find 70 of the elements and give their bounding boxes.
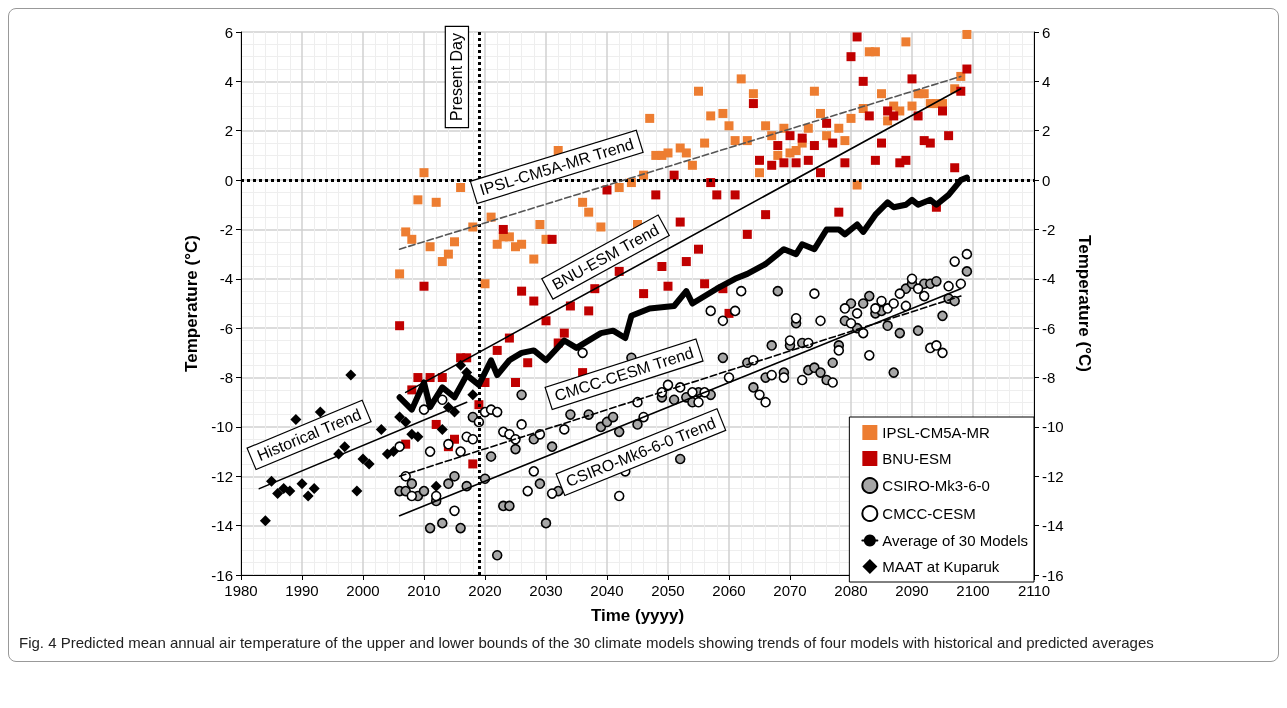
y2-tick-label: -12 — [1042, 467, 1064, 485]
ref-line-label: Present Day — [448, 32, 466, 122]
point — [272, 488, 284, 500]
x-tick-label: 2070 — [773, 582, 807, 599]
y2-axis-title: Temperature (°C) — [1075, 235, 1094, 372]
x-tick-label: 2090 — [895, 582, 929, 599]
point — [284, 485, 296, 497]
point — [375, 423, 387, 435]
point — [388, 446, 399, 458]
y2-tick-label: 4 — [1042, 72, 1051, 90]
x-tick-label: 1980 — [224, 582, 258, 599]
point — [400, 416, 412, 428]
point — [339, 441, 351, 453]
legend-label: MAAT at Kuparuk — [882, 558, 1000, 575]
y2-tick-label: -10 — [1042, 418, 1064, 436]
point — [296, 478, 308, 490]
y2-tick-label: 2 — [1042, 122, 1051, 140]
point — [351, 485, 363, 497]
y-tick-label: 6 — [224, 23, 233, 41]
y-tick-label: -12 — [211, 467, 233, 485]
x-tick-label: 2000 — [346, 582, 380, 599]
y2-tick-label: -16 — [1042, 566, 1064, 584]
y2-tick-label: 6 — [1042, 23, 1051, 41]
y-tick-label: 2 — [224, 122, 233, 140]
x-tick-label: 2110 — [1017, 582, 1051, 599]
y-tick-label: -16 — [211, 566, 233, 584]
point — [412, 431, 424, 443]
point — [302, 490, 314, 502]
point — [430, 480, 442, 492]
point — [467, 389, 479, 401]
y2-tick-label: 0 — [1042, 171, 1051, 189]
legend-label: CMCC-CESM — [882, 505, 976, 522]
legend-label: IPSL-CM5A-MR — [882, 424, 991, 441]
point — [436, 423, 448, 435]
y2-tick-label: -4 — [1042, 270, 1056, 288]
y-tick-label: 0 — [224, 171, 233, 189]
x-tick-label: 2020 — [468, 582, 502, 599]
y-tick-label: -8 — [219, 369, 233, 387]
y-tick-label: -2 — [219, 220, 233, 238]
x-tick-label: 2010 — [407, 582, 441, 599]
y-tick-label: -6 — [219, 319, 233, 337]
y2-tick-label: -8 — [1042, 369, 1056, 387]
x-axis-title: Time (yyyy) — [590, 606, 685, 625]
y-tick-label: -10 — [211, 418, 233, 436]
x-tick-label: 2050 — [651, 582, 685, 599]
y-axis-title: Temperature (°C) — [182, 235, 202, 372]
legend-label: Average of 30 Models — [882, 532, 1029, 549]
x-tick-label: 2100 — [956, 582, 990, 599]
y-tick-label: 4 — [224, 72, 233, 90]
y2-tick-label: -14 — [1042, 517, 1064, 535]
y2-tick-label: -2 — [1042, 220, 1056, 238]
point — [290, 414, 302, 425]
x-tick-label: 2030 — [529, 582, 563, 599]
point — [308, 483, 320, 495]
point — [345, 369, 357, 381]
x-tick-label: 2080 — [834, 582, 868, 599]
x-tick-label: 2060 — [712, 582, 746, 599]
y-tick-label: -4 — [219, 270, 233, 288]
x-tick-label: 1990 — [285, 582, 319, 599]
point — [449, 406, 460, 418]
x-tick-label: 2040 — [590, 582, 624, 599]
legend-label: BNU-ESM — [882, 450, 952, 467]
point — [259, 515, 271, 527]
point — [394, 411, 406, 423]
point — [363, 458, 375, 470]
point — [357, 453, 369, 465]
caption: Fig. 4 Predicted mean annual air temperature of the upper and lower bounds of the 30 climate models showing trends of four models with historical and predicted averages — [18, 633, 1155, 653]
y-tick-label: -14 — [211, 517, 233, 535]
legend-label: CSIRO-Mk3-6-0 — [882, 477, 990, 494]
y2-tick-label: -6 — [1042, 319, 1056, 337]
